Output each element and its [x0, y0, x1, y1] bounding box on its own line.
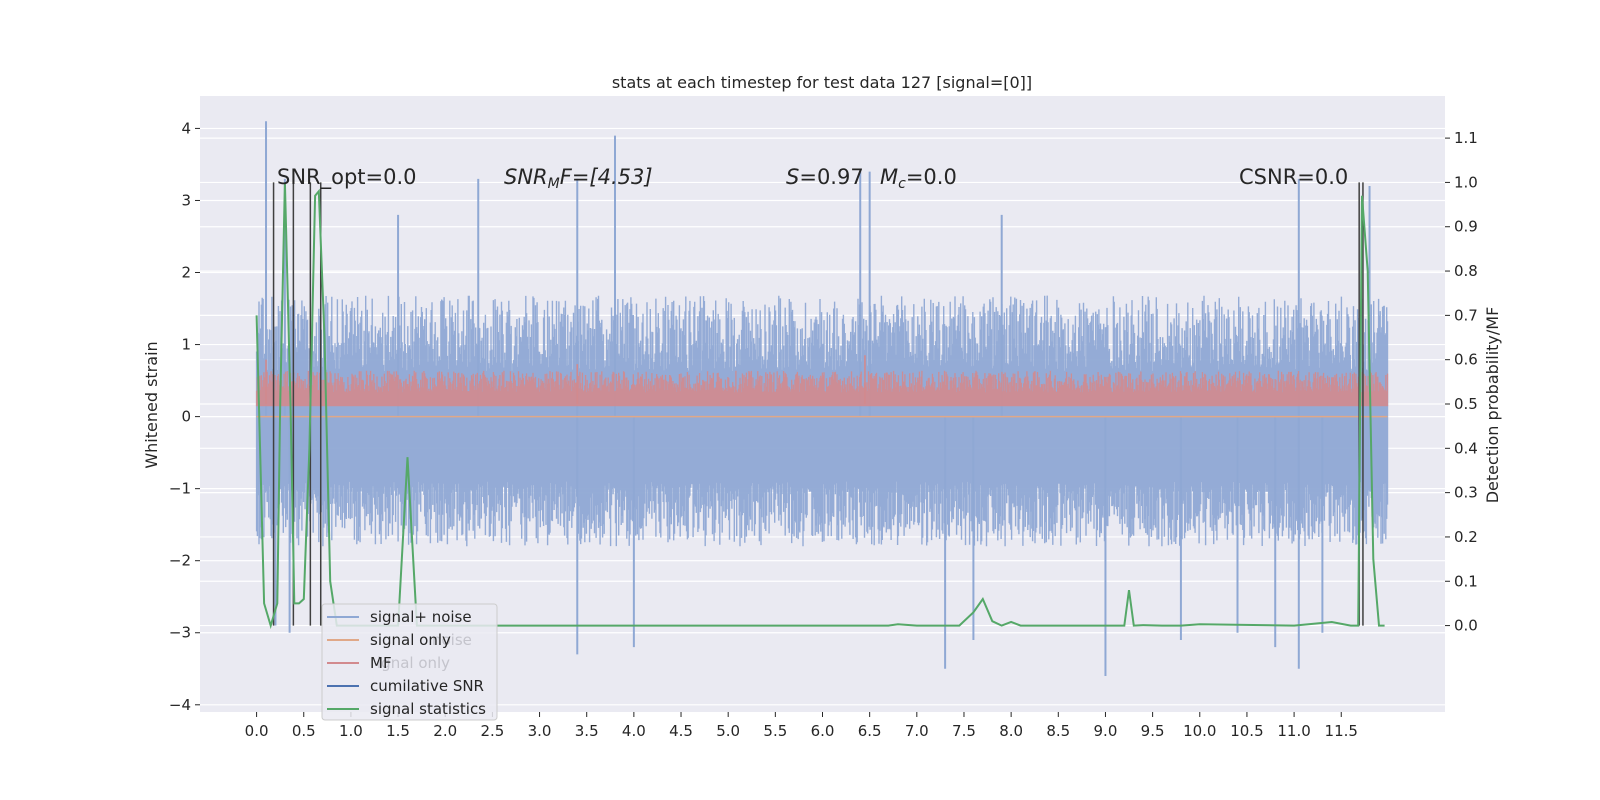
y-right-tick-label: 0.1	[1454, 572, 1478, 590]
legend-label: signal only	[370, 631, 451, 649]
x-tick-label: 2.5	[480, 722, 504, 740]
x-tick-label: 5.5	[763, 722, 787, 740]
y-right-tick-label: 0.3	[1454, 484, 1478, 502]
legend-label: MF	[370, 654, 392, 672]
mf-band	[255, 370, 1389, 407]
x-tick-label: 0.5	[292, 722, 316, 740]
y-left-tick-label: −2	[169, 552, 191, 570]
annotation-csnr: CSNR=0.0	[1239, 165, 1348, 189]
x-tick-label: 7.5	[952, 722, 976, 740]
y-left-tick-label: 2	[181, 264, 191, 282]
x-axis-ticks: 0.0 0.5 1.0 1.5 2.0 2.5 3.0 3.5 4.0 4.5 5.0 5.5 6.0 6…	[245, 712, 1358, 740]
y-left-tick-label: −4	[169, 696, 191, 714]
annotation-s: S=0.97	[786, 165, 864, 189]
chart-title: stats at each timestep for test data 127…	[612, 73, 1032, 92]
y-left-tick-label: 1	[181, 336, 191, 354]
legend-box	[321, 603, 498, 721]
legend-ghost-2: ignal only	[377, 654, 450, 672]
legend-label: signal statistics	[370, 700, 486, 718]
legend-label: signal+ noise	[370, 608, 472, 626]
x-tick-label: 5.0	[716, 722, 740, 740]
x-tick-label: 7.0	[905, 722, 929, 740]
y-right-tick-label: 0.0	[1454, 617, 1478, 635]
y-left-tick-label: 0	[181, 408, 191, 426]
x-tick-label: 1.0	[339, 722, 363, 740]
x-tick-label: 2.0	[433, 722, 457, 740]
legend-label: cumilative SNR	[370, 677, 484, 695]
x-tick-label: 11.5	[1325, 722, 1358, 740]
x-tick-label: 3.5	[575, 722, 599, 740]
annotation-snr-opt: SNR_opt=0.0	[277, 165, 417, 190]
y-right-tick-label: 0.4	[1454, 439, 1478, 457]
y-left-tick-label: 4	[181, 119, 191, 137]
y-left-tick-label: 3	[181, 191, 191, 209]
x-tick-label: 10.5	[1230, 722, 1263, 740]
x-tick-label: 9.5	[1141, 722, 1165, 740]
y-right-tick-label: 0.8	[1454, 262, 1478, 280]
y-right-tick-label: 1.1	[1454, 129, 1478, 147]
x-tick-label: 0.0	[245, 722, 269, 740]
x-tick-label: 6.5	[858, 722, 882, 740]
y-right-tick-label: 0.7	[1454, 306, 1478, 324]
x-tick-label: 8.0	[999, 722, 1023, 740]
x-tick-label: 11.0	[1277, 722, 1310, 740]
legend-ghost-1: noise	[432, 631, 472, 649]
y-right-axis-ticks: 0.0 0.1 0.2 0.3 0.4 0.5 0.6 0.7 0.8 0.9 1.0 1.1	[1445, 129, 1478, 635]
series-signal-statistics	[255, 182, 1385, 630]
x-tick-label: 1.5	[386, 722, 410, 740]
y-right-tick-label: 0.6	[1454, 351, 1478, 369]
y-right-tick-label: 0.5	[1454, 395, 1478, 413]
y-left-label: Whitened strain	[142, 341, 161, 468]
legend: noise ignal only signal+ noise signal onl…	[321, 603, 498, 721]
annotation-mc: Mc=0.0	[880, 165, 957, 192]
x-tick-label: 3.0	[528, 722, 552, 740]
x-tick-label: 8.5	[1046, 722, 1070, 740]
series-mf	[255, 355, 1389, 407]
signal-statistics-line	[255, 182, 1385, 630]
annotation-snr-mf: SNRMF=[4.53]	[504, 165, 653, 192]
y-right-tick-label: 0.2	[1454, 528, 1478, 546]
x-tick-label: 4.0	[622, 722, 646, 740]
y-right-tick-label: 1.0	[1454, 173, 1478, 191]
y-right-tick-label: 0.9	[1454, 218, 1478, 236]
y-right-label: Detection probability/MF	[1483, 307, 1502, 504]
x-tick-label: 9.0	[1094, 722, 1118, 740]
y-left-tick-label: −1	[169, 480, 191, 498]
x-tick-label: 10.0	[1183, 722, 1216, 740]
x-tick-label: 6.0	[811, 722, 835, 740]
y-left-tick-label: −3	[169, 624, 191, 642]
x-tick-label: 4.5	[669, 722, 693, 740]
y-left-axis-ticks: −4 −3 −2 −1 0 1 2 3 4	[169, 119, 200, 714]
